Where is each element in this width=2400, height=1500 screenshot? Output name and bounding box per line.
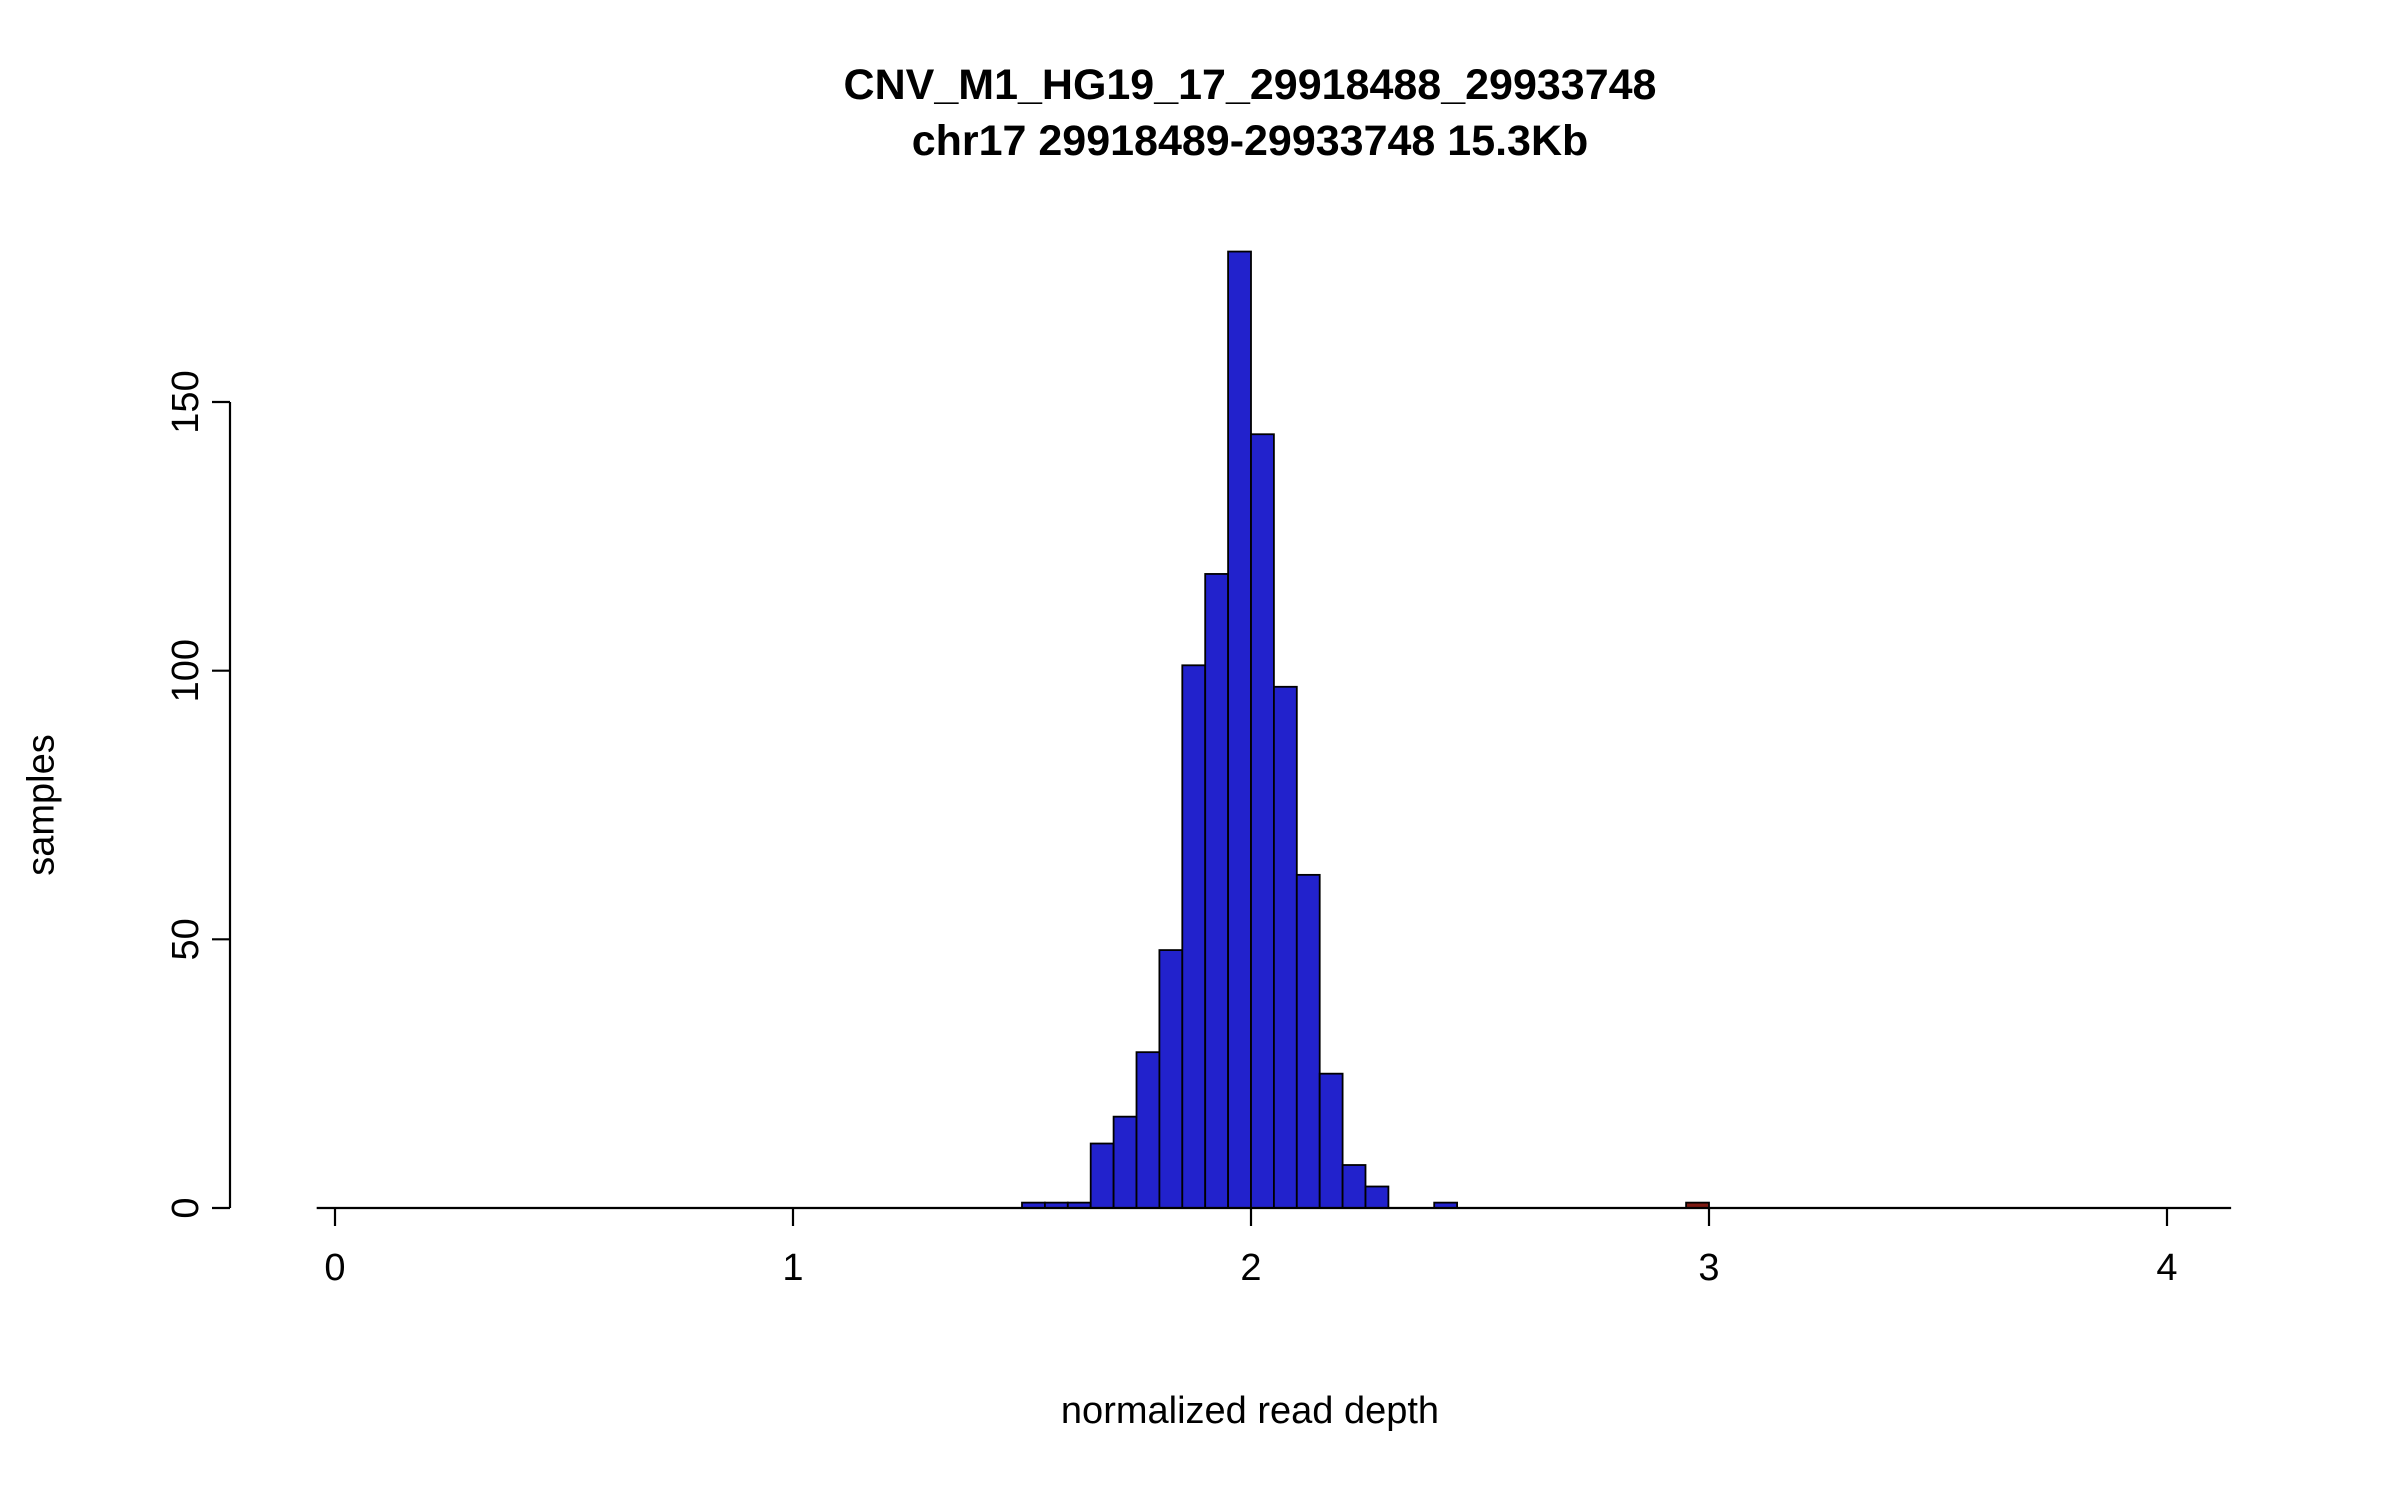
y-tick-label: 0 [165,1197,207,1218]
histogram-bar [1295,873,1321,1209]
x-axis-label: normalized read depth [1060,1390,1440,1432]
histogram-bar [1273,685,1298,1209]
x-tick-label: 0 [324,1247,345,1289]
y-axis-label: samples [20,734,63,876]
y-tick-label: 150 [165,370,207,433]
chart-title: CNV_M1_HG19_17_29918488_29933748 [843,61,1657,109]
x-tick-label: 4 [2156,1247,2177,1289]
histogram-bar [1112,1115,1138,1209]
histogram-bar [1364,1185,1390,1209]
histogram-bar [1089,1142,1115,1209]
histogram-bar [1135,1051,1161,1209]
histogram-bar [1158,949,1184,1209]
histogram-bar [1227,250,1252,1209]
x-tick-label: 1 [782,1247,803,1289]
title-block: CNV_M1_HG19_17_29918488_29933748 chr17 2… [100,58,2400,170]
chart-subtitle: chr17 29918489-29933748 15.3Kb [911,116,1589,165]
x-tick-label: 3 [1698,1247,1719,1289]
y-tick-label: 50 [165,918,207,960]
histogram-bar [1318,1072,1344,1209]
histogram-bar [1204,573,1229,1209]
histogram-bar [1341,1164,1367,1209]
y-tick-label: 100 [165,639,207,702]
x-tick-label: 2 [1240,1247,1261,1289]
histogram-bar [1181,664,1207,1209]
histogram-bar [1250,433,1275,1209]
